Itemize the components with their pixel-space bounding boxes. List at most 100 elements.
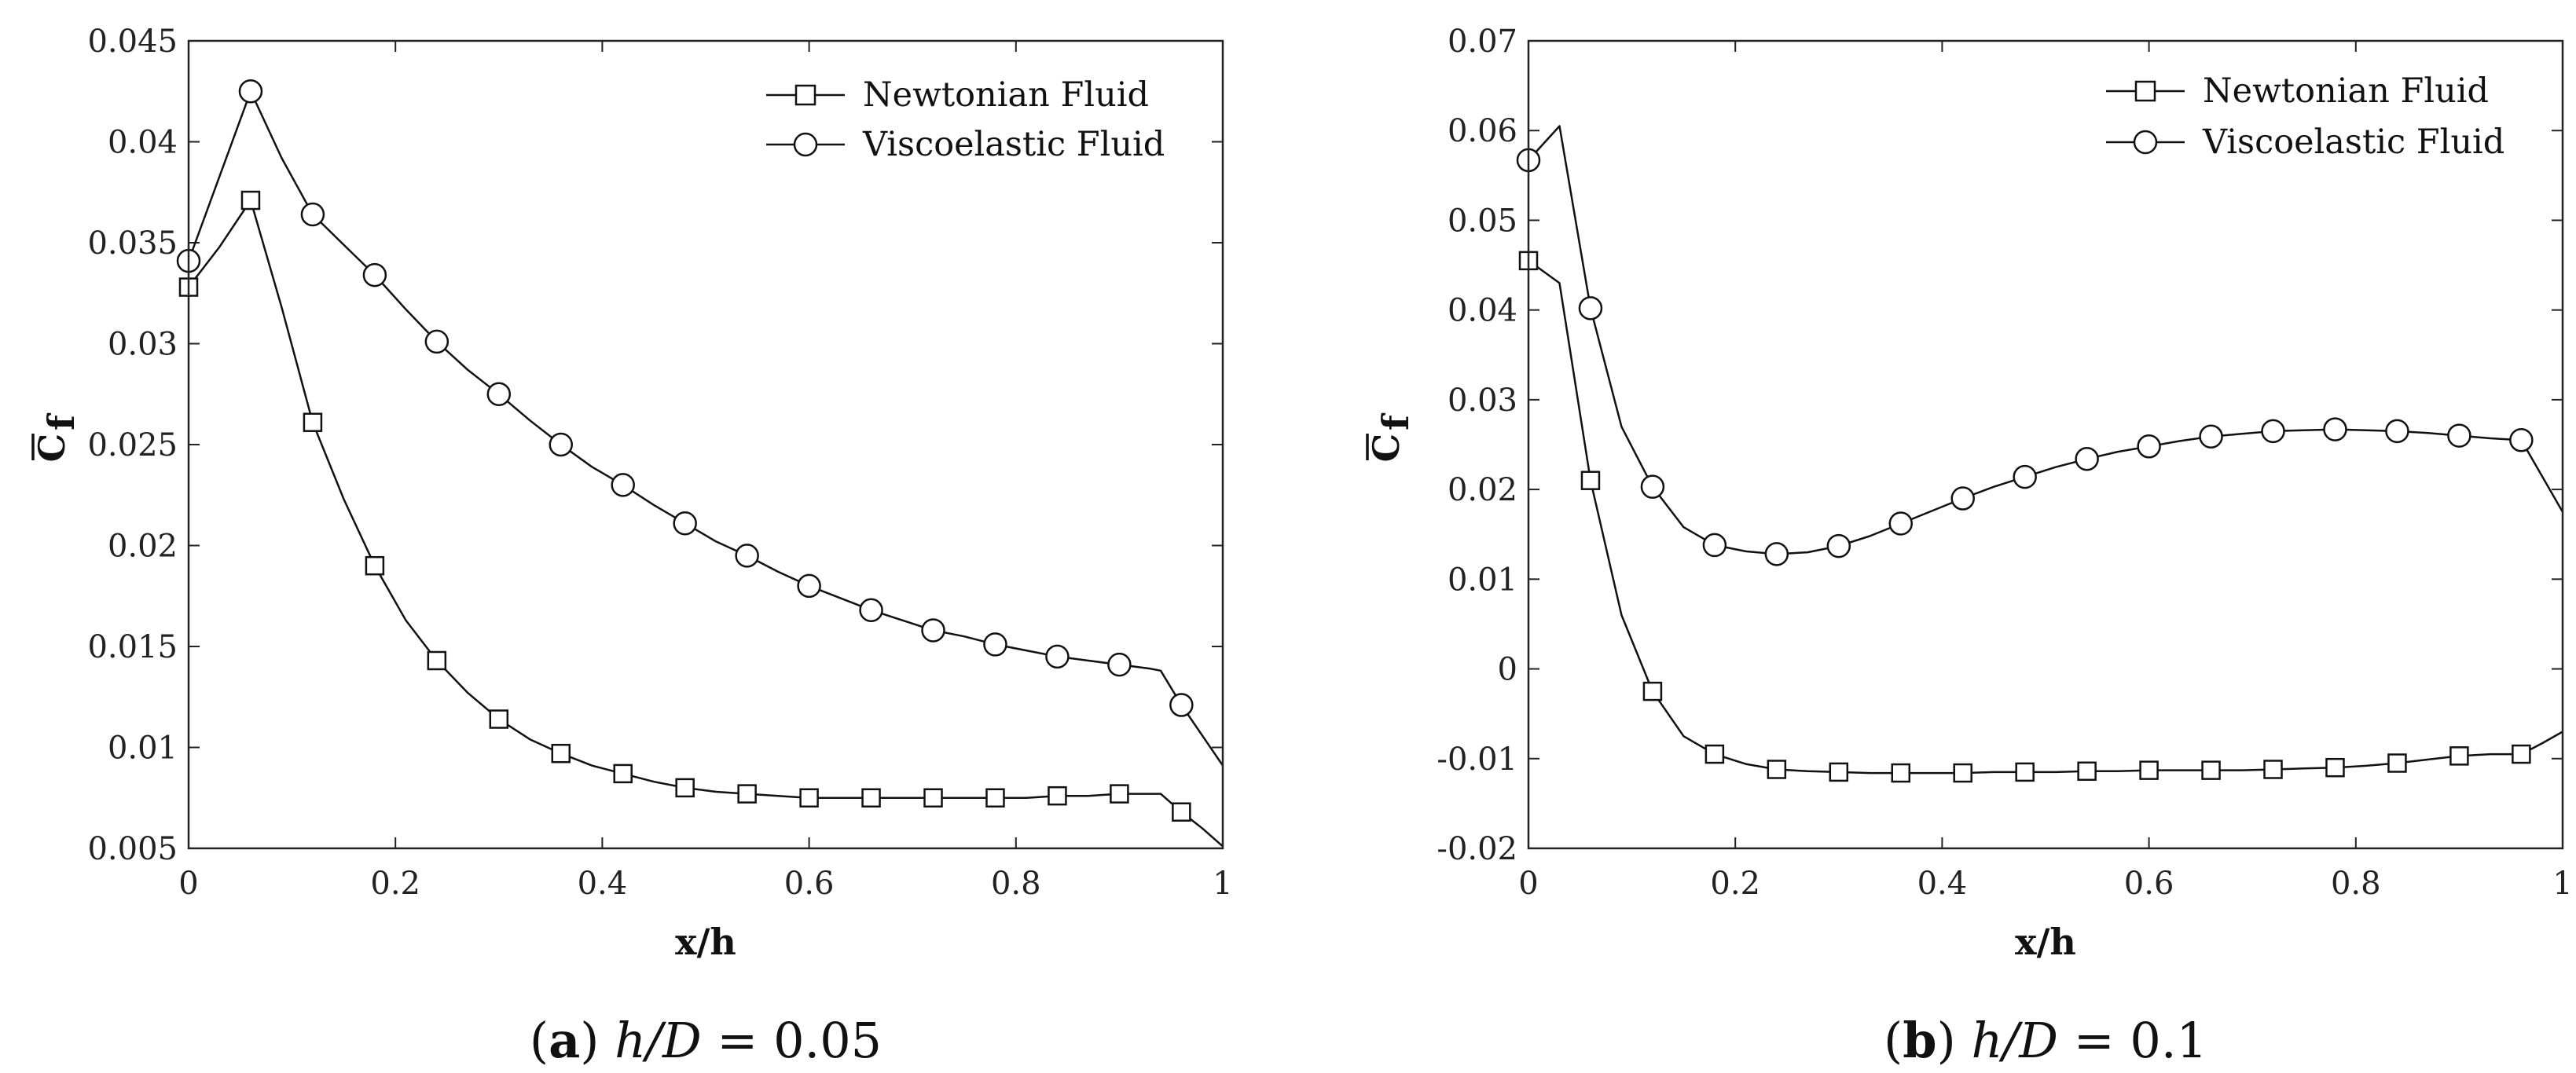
caption-b-value: 0.1 [2130,1012,2207,1069]
caption-b-label: b [1903,1012,1936,1069]
marker-a-newtonian-9 [737,784,757,804]
plot-b-axes-box [1527,39,2564,850]
caption-b-D: D [2018,1012,2058,1069]
legend-b-newtonian-label: Newtonian Fluid [2203,71,2489,111]
marker-a-viscoelastic-1 [238,79,263,104]
caption-a-h: h [615,1012,646,1069]
x-tick-label-a-5: 1 [1213,866,1232,902]
marker-b-viscoelastic-11 [2199,424,2223,449]
legend-a-newtonian-label: Newtonian Fluid [863,75,1149,115]
caption-a-D: D [662,1012,702,1069]
marker-a-newtonian-2 [303,412,323,432]
marker-a-newtonian-8 [675,778,695,798]
series-line-a-viscoelastic [187,90,1224,767]
y-tick-label-a-3: 0.02 [108,529,178,565]
marker-b-viscoelastic-1 [1578,296,1603,320]
marker-b-viscoelastic-3 [1702,533,1727,558]
caption-a-value: 0.05 [773,1012,882,1069]
marker-a-viscoelastic-15 [1107,652,1132,677]
x-tick-label-b-3: 0.6 [2124,866,2174,902]
marker-a-newtonian-1 [240,190,261,211]
y-axis-label-a: C f [31,412,83,462]
marker-a-newtonian-16 [1172,802,1191,822]
legend-a-viscoelastic-marker [793,132,818,157]
marker-a-viscoelastic-5 [486,382,512,406]
caption-b: (b) h/D = 0.1 [1884,1012,2207,1069]
marker-b-newtonian-5 [1829,762,1849,782]
marker-a-viscoelastic-8 [673,511,697,536]
marker-b-newtonian-12 [2263,760,2283,779]
series-line-a-newtonian [188,199,1224,848]
x-tick-label-a-2: 0.4 [578,866,628,902]
marker-b-newtonian-7 [1953,763,1972,783]
marker-b-viscoelastic-8 [2013,464,2037,489]
y-tick-label-b-1: -0.01 [1437,742,1517,778]
y-axis-label-b: C f [1365,412,1417,462]
marker-b-viscoelastic-16 [2509,428,2534,452]
caption-b-slash: / [1998,1012,2023,1069]
legend-a-newtonian-marker [794,84,816,106]
marker-a-viscoelastic-10 [797,573,821,599]
marker-b-viscoelastic-12 [2261,419,2285,444]
caption-a-label: a [549,1012,580,1069]
y-tick-label-a-6: 0.035 [87,225,178,262]
marker-a-viscoelastic-9 [735,544,759,568]
x-axis-label-a: x/h [675,921,736,963]
marker-a-viscoelastic-7 [611,473,635,497]
y-axis-label-b-main: C [1365,434,1407,463]
plot-b-content: 0 0.2 0.4 0.6 0.8 1 -0.02 -0.01 0 0.01 0.02 0.03 0.0… [1437,24,2572,902]
y-tick-label-b-9: 0.07 [1448,24,1517,60]
marker-a-viscoelastic-11 [859,598,883,622]
marker-a-viscoelastic-14 [1045,644,1070,669]
marker-b-viscoelastic-7 [1950,486,1975,511]
x-tick-label-a-0: 0 [178,866,198,902]
marker-a-viscoelastic-12 [921,618,945,643]
marker-b-newtonian-1 [1580,471,1601,490]
marker-a-newtonian-15 [1110,784,1129,804]
marker-a-newtonian-14 [1048,786,1067,806]
caption-b-h: h [1971,1012,2002,1069]
plot-a-content: 0 0.2 0.4 0.6 0.8 1 0.005 0.01 0.015 0.02 0.025 0.0… [87,24,1232,902]
series-line-b-newtonian [1528,259,2563,775]
y-tick-label-b-2: 0 [1498,652,1517,688]
marker-a-newtonian-7 [613,764,633,784]
marker-b-newtonian-15 [2449,746,2469,766]
legend-a-viscoelastic-label: Viscoelastic Fluid [862,125,1165,164]
marker-a-viscoelastic-2 [300,202,325,227]
legend-b-viscoelastic-label: Viscoelastic Fluid [2202,123,2504,162]
legend-b-viscoelastic-marker [2133,130,2158,155]
marker-a-newtonian-13 [985,788,1005,807]
y-tick-label-b-7: 0.05 [1448,203,1517,239]
x-tick-label-b-2: 0.4 [1917,866,1968,902]
marker-b-viscoelastic-2 [1640,474,1665,499]
legend-b-newtonian-marker [2134,80,2156,102]
y-tick-label-a-2: 0.015 [87,629,178,665]
caption-a: (a) h/D = 0.05 [530,1012,882,1069]
marker-b-viscoelastic-5 [1826,533,1851,558]
marker-a-newtonian-6 [551,743,571,764]
marker-a-newtonian-3 [365,555,385,576]
marker-a-viscoelastic-4 [424,329,450,354]
marker-b-viscoelastic-4 [1764,542,1789,566]
y-tick-label-a-7: 0.04 [108,125,178,161]
marker-b-newtonian-2 [1642,681,1663,701]
marker-a-newtonian-5 [489,709,509,729]
marker-a-viscoelastic-6 [549,432,574,457]
y-axis-label-a-sub: f [40,412,83,430]
panel-a: 0 0.2 0.4 0.6 0.8 1 0.005 0.01 0.015 0.02 0.025 0.0… [31,24,1233,1069]
marker-b-newtonian-3 [1704,744,1725,764]
y-tick-label-b-0: -0.02 [1437,831,1517,867]
x-tick-label-b-0: 0 [1518,866,1538,902]
x-tick-label-b-1: 0.2 [1710,866,1760,902]
x-tick-label-b-5: 1 [2552,866,2572,902]
y-tick-label-a-4: 0.025 [87,427,178,463]
marker-a-newtonian-12 [923,788,943,807]
caption-a-slash: / [642,1012,666,1069]
marker-b-viscoelastic-9 [2075,447,2099,471]
marker-b-viscoelastic-10 [2137,434,2161,459]
series-line-b-viscoelastic [1528,125,2564,555]
marker-b-newtonian-16 [2512,744,2531,764]
panel-b: 0 0.2 0.4 0.6 0.8 1 -0.02 -0.01 0 0.01 0.02 0.03 0.0… [1365,24,2573,1069]
y-axis-label-a-main: C [31,434,73,463]
